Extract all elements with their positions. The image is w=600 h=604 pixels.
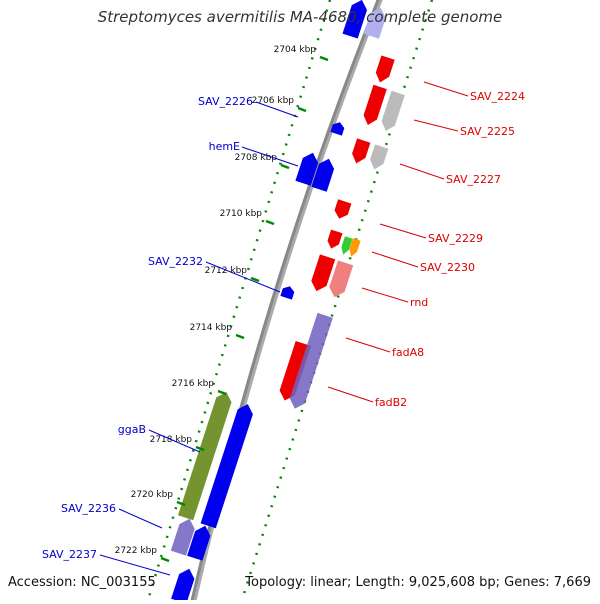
label-sav-2226-leader [255, 101, 299, 118]
label-fadb2: fadB2 [375, 396, 407, 409]
tick-mark [235, 333, 245, 340]
label-sav-2236: SAV_2236 [61, 502, 116, 515]
tick-label: 2708 kbp [235, 153, 278, 163]
tick-label: 2704 kbp [274, 45, 317, 55]
label-sav-2237: SAV_2237 [42, 548, 97, 561]
label-heme-leader [241, 146, 299, 167]
tick-mark [250, 276, 260, 283]
genes [170, 0, 405, 604]
tick-mark [217, 389, 227, 396]
gene-heme-2 [311, 158, 335, 192]
label-sav-2227: SAV_2227 [446, 173, 501, 186]
tick-mark [265, 219, 275, 226]
label-sav-2224-leader [423, 81, 469, 97]
genome-summary: Topology: linear; Length: 9,025,608 bp; … [245, 575, 591, 590]
tick-mark [280, 163, 290, 170]
accession-label: Accession: NC_003155 [8, 575, 156, 590]
gene-sav-2225 [363, 84, 387, 125]
label-sav-2232: SAV_2232 [148, 255, 203, 268]
gene-sav-2236 [170, 518, 195, 556]
gene-sav-2224 [375, 55, 395, 83]
tick-label: 2710 kbp [220, 209, 263, 219]
label-fada8: fadA8 [392, 346, 424, 359]
gene-sav-2230-rna2 [349, 238, 361, 257]
tick-mark [195, 445, 205, 452]
tick-label: 2714 kbp [190, 323, 233, 333]
tick-mark [176, 500, 186, 507]
label-sav-2237-leader [99, 554, 171, 576]
gene-big-blue [200, 404, 253, 529]
label-rnd: rnd [410, 296, 428, 309]
tick-label: 2716 kbp [172, 379, 215, 389]
gene-sav-2230 [327, 229, 343, 249]
tick-label: 2722 kbp [115, 546, 158, 556]
label-sav-2236-leader [118, 508, 163, 529]
tick-mark [160, 556, 170, 563]
gene-fadb2 [289, 312, 333, 409]
tick-label: 2720 kbp [131, 490, 174, 500]
label-ggab-leader [148, 429, 201, 453]
gene-top-lavender [363, 7, 386, 39]
dotted-guide-right [240, 0, 434, 601]
gene-sav-2227-pseudo [370, 144, 389, 170]
label-heme: hemE [209, 140, 240, 153]
gene-sav-2236-blue [187, 525, 211, 561]
label-sav-2227-leader [399, 163, 445, 180]
gene-rnd [311, 254, 336, 292]
gene-heme-1 [295, 152, 319, 186]
tick-mark [319, 55, 329, 62]
tick-label: 2706 kbp [252, 96, 295, 106]
labels: SAV_2226 hemE SAV_2232 ggaB SAV_2236 SAV_2237… [42, 81, 525, 576]
gene-sav-2226 [330, 122, 345, 136]
gene-sav-2237 [171, 568, 195, 604]
gene-fada8 [279, 341, 311, 401]
gene-sav-2229 [334, 199, 352, 219]
gene-sav-2225-pseudo [381, 90, 405, 131]
gene-ggab [178, 392, 232, 521]
gene-sav-2230-rna [341, 236, 353, 255]
label-sav-2230: SAV_2230 [420, 261, 475, 274]
label-rnd-leader [361, 287, 409, 303]
label-ggab: ggaB [118, 423, 146, 436]
label-sav-2232-leader [205, 261, 281, 293]
gene-top-blue [342, 0, 367, 39]
label-sav-2224: SAV_2224 [470, 90, 525, 103]
gene-rnd-pseudo [329, 260, 354, 298]
label-sav-2229: SAV_2229 [428, 232, 483, 245]
label-sav-2225-leader [413, 119, 459, 132]
label-fadb2-leader [327, 386, 374, 403]
tick-label: 2712 kbp [205, 266, 248, 276]
page-title: Streptomyces avermitilis MA-4680, comple… [97, 8, 503, 26]
gene-sav-2232 [280, 286, 295, 300]
gene-sav-2227 [352, 138, 371, 164]
label-sav-2225: SAV_2225 [460, 125, 515, 138]
label-sav-2229-leader [379, 223, 427, 239]
label-sav-2226: SAV_2226 [198, 95, 253, 108]
dotted-guide-left [146, 0, 332, 601]
tick-mark [297, 106, 307, 113]
label-sav-2230-leader [371, 251, 419, 268]
label-fada8-leader [345, 337, 391, 353]
